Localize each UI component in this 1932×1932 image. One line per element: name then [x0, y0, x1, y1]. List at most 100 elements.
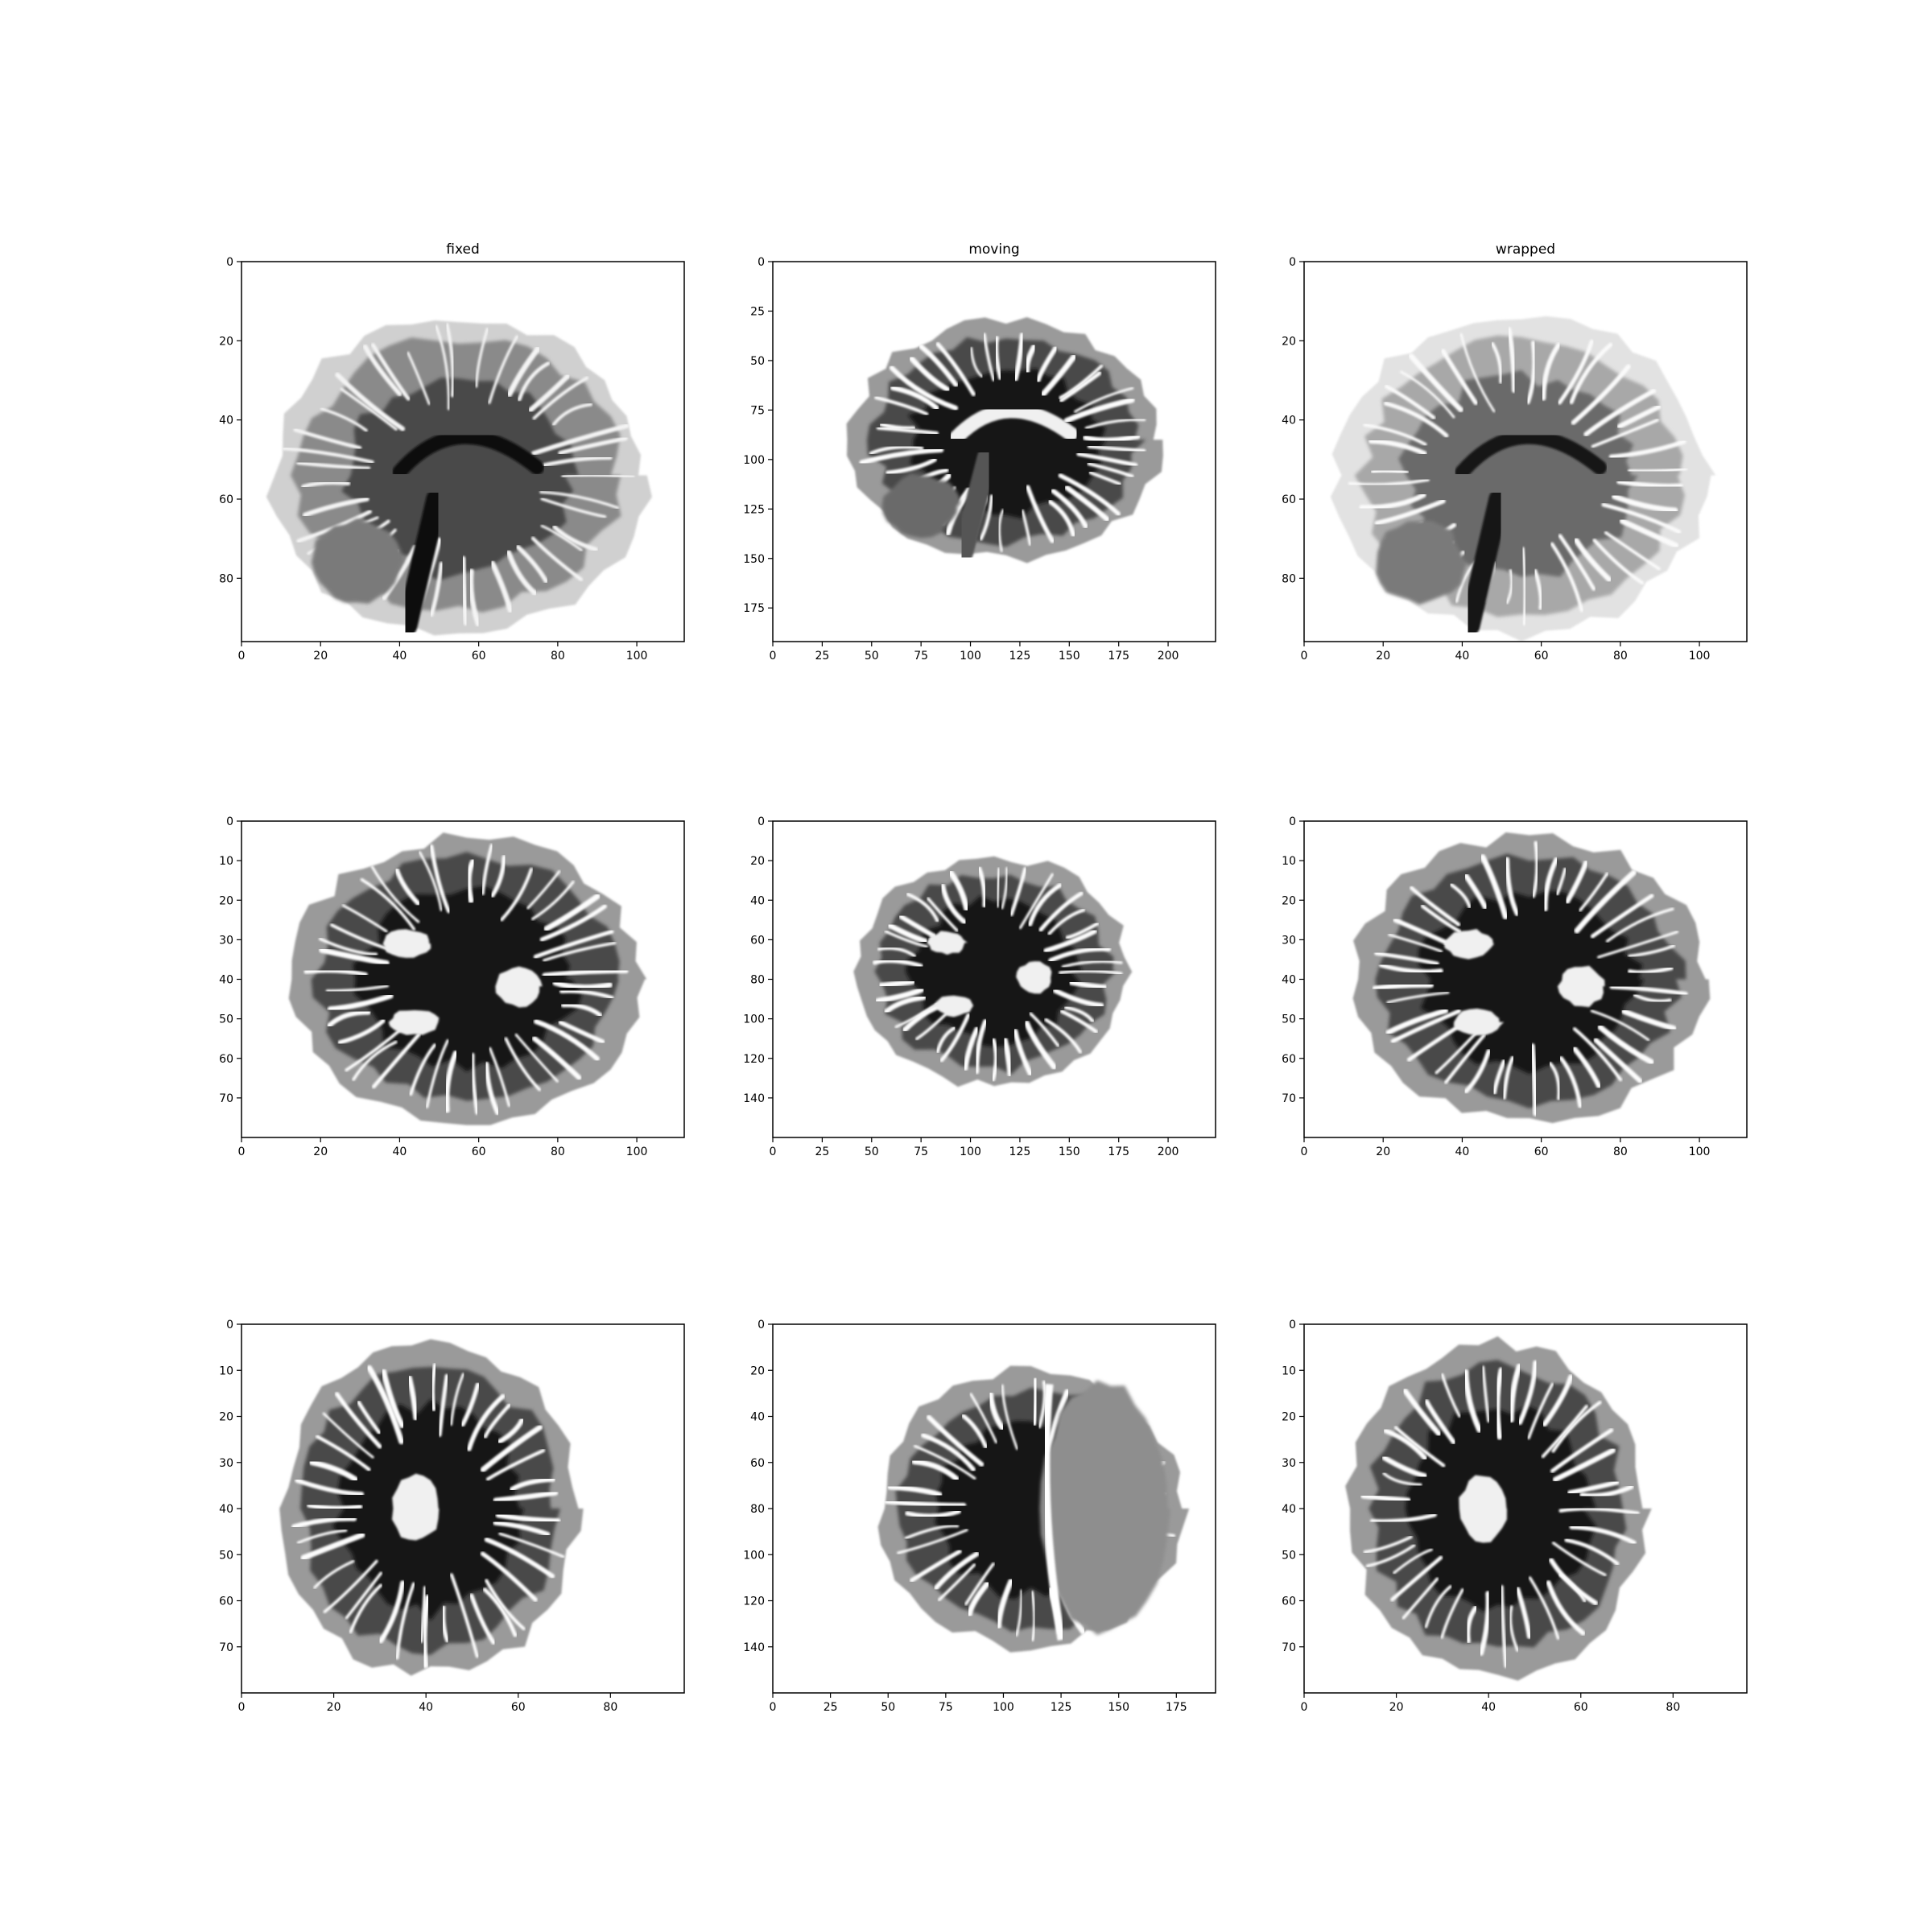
x-tick-label: 40: [1455, 1146, 1470, 1158]
x-tick-label: 20: [1376, 650, 1390, 663]
image-content: [846, 317, 1163, 564]
subplot-8: 0 25 50 75 100 125 150 175 0 20 40 60 80 100 120 140: [743, 1319, 1216, 1714]
y-tick-label: 80: [750, 1503, 765, 1516]
subplot-9: 0 20 40 60 80 0 10 20 30 40 50 60 70: [1282, 1319, 1748, 1714]
subplot-5: 0 25 50 75 100 125 150 175 200 0 20 40 60 80 100 120 140: [743, 815, 1216, 1158]
y-tick-label: 0: [226, 1319, 233, 1331]
subplot-2: moving 0 25 50 75 100 125 150 175 200 0 25 50 75 100 12…: [743, 242, 1216, 663]
y-tick-label: 80: [1282, 572, 1296, 585]
y-tick-label: 30: [1282, 934, 1296, 947]
x-tick-label: 75: [914, 650, 928, 663]
y-tick-label: 100: [743, 1549, 765, 1562]
x-tick-label: 25: [815, 1146, 829, 1158]
x-tick-label: 80: [1613, 650, 1628, 663]
y-tick-label: 140: [743, 1092, 765, 1105]
y-tick-label: 0: [226, 256, 233, 269]
y-tick-label: 10: [219, 1364, 233, 1377]
brain-slice: [1352, 832, 1711, 1124]
x-tick-label: 80: [1613, 1146, 1628, 1158]
y-tick-label: 60: [1282, 1053, 1296, 1066]
subplot-title: fixed: [446, 242, 480, 258]
x-tick-label: 75: [914, 1146, 928, 1158]
x-tick-label: 60: [472, 1146, 486, 1158]
brain-slice: [279, 1339, 584, 1676]
y-tick-label: 140: [743, 1641, 765, 1654]
y-tick-label: 60: [219, 493, 233, 506]
x-tick-label: 150: [1108, 1701, 1129, 1714]
y-tick-label: 0: [758, 256, 765, 269]
image-content: [877, 1365, 1190, 1653]
y-tick-label: 10: [219, 855, 233, 868]
subplot-4: 0 20 40 60 80 100 0 10 20 30 40 50 60 70: [219, 815, 685, 1158]
x-tick-label: 175: [1166, 1701, 1187, 1714]
x-tick-label: 60: [1534, 650, 1549, 663]
y-tick-label: 25: [750, 305, 765, 318]
y-tick-label: 40: [750, 894, 765, 907]
y-tick-label: 20: [1282, 894, 1296, 907]
y-tick-label: 0: [1289, 1319, 1296, 1331]
x-tick-label: 25: [815, 650, 829, 663]
x-tick-label: 50: [881, 1701, 895, 1714]
x-tick-label: 0: [1301, 1701, 1308, 1714]
x-tick-label: 80: [551, 650, 565, 663]
x-tick-label: 150: [1059, 650, 1080, 663]
y-tick-label: 50: [219, 1549, 233, 1562]
x-tick-label: 0: [770, 1146, 777, 1158]
y-tick-label: 70: [1282, 1092, 1296, 1105]
x-tick-label: 80: [551, 1146, 565, 1158]
y-tick-label: 120: [743, 1053, 765, 1066]
y-tick-label: 20: [219, 335, 233, 348]
x-tick-label: 20: [313, 1146, 328, 1158]
x-tick-label: 150: [1059, 1146, 1080, 1158]
brain-slice: [846, 317, 1163, 564]
y-tick-label: 30: [219, 934, 233, 947]
x-tick-label: 200: [1158, 1146, 1179, 1158]
x-tick-label: 40: [1455, 650, 1470, 663]
image-content: [1352, 832, 1711, 1124]
x-tick-label: 20: [313, 650, 328, 663]
y-tick-label: 70: [1282, 1641, 1296, 1654]
x-tick-label: 125: [1009, 1146, 1031, 1158]
image-content: [279, 1339, 584, 1676]
y-tick-label: 30: [1282, 1457, 1296, 1470]
x-tick-label: 50: [865, 1146, 879, 1158]
y-tick-label: 50: [1282, 1013, 1296, 1026]
x-tick-label: 0: [1301, 1146, 1308, 1158]
y-tick-label: 0: [758, 815, 765, 828]
y-tick-label: 75: [750, 404, 765, 417]
brain-slice: [1345, 1336, 1652, 1681]
x-tick-label: 0: [1301, 650, 1308, 663]
y-tick-label: 40: [219, 974, 233, 987]
brain-slice: [1330, 316, 1716, 642]
x-tick-label: 20: [1376, 1146, 1390, 1158]
x-tick-label: 0: [238, 1146, 246, 1158]
x-tick-label: 125: [1009, 650, 1031, 663]
axes-frame: [241, 261, 685, 642]
brain-slice: [877, 1365, 1190, 1653]
x-tick-label: 100: [993, 1701, 1014, 1714]
y-tick-label: 50: [219, 1013, 233, 1026]
x-tick-label: 20: [327, 1701, 341, 1714]
y-tick-label: 120: [743, 1596, 765, 1608]
x-tick-label: 100: [626, 650, 648, 663]
y-tick-label: 50: [1282, 1549, 1296, 1562]
x-tick-label: 60: [472, 650, 486, 663]
y-tick-label: 150: [743, 553, 765, 566]
x-tick-label: 25: [824, 1701, 838, 1714]
brain-slice: [288, 832, 647, 1125]
x-tick-label: 0: [238, 650, 246, 663]
y-tick-label: 60: [1282, 493, 1296, 506]
x-tick-label: 100: [1689, 1146, 1711, 1158]
y-tick-label: 40: [1282, 1503, 1296, 1516]
x-tick-label: 125: [1051, 1701, 1072, 1714]
y-tick-label: 125: [743, 503, 765, 516]
y-tick-label: 30: [219, 1457, 233, 1470]
y-tick-label: 40: [1282, 415, 1296, 427]
x-tick-label: 175: [1108, 1146, 1129, 1158]
axes-frame: [1303, 261, 1748, 642]
y-tick-label: 70: [219, 1641, 233, 1654]
x-tick-label: 80: [603, 1701, 617, 1714]
x-tick-label: 80: [1666, 1701, 1680, 1714]
brain-slice: [266, 320, 652, 637]
